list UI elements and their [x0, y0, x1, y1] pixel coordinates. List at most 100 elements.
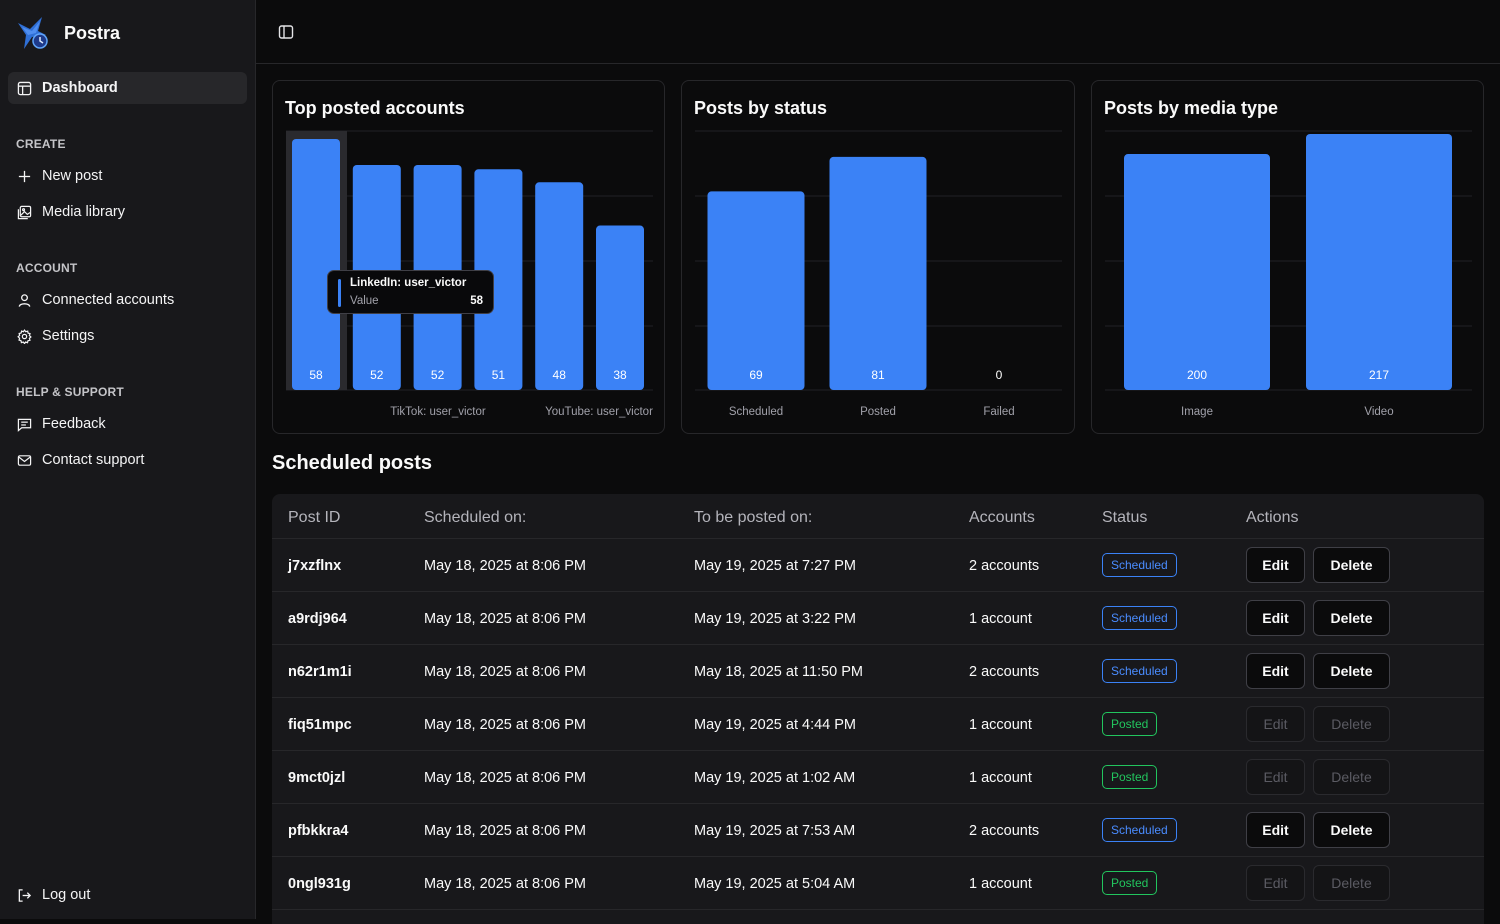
- table-header: Post ID Scheduled on: To be posted on: A…: [272, 494, 1484, 539]
- post-on: May 19, 2025 at 5:04 AM: [694, 876, 856, 892]
- post-id: j7xzflnx: [288, 558, 342, 574]
- delete-button[interactable]: Delete: [1313, 812, 1390, 848]
- post-on: May 18, 2025 at 11:50 PM: [694, 664, 864, 680]
- bar: [292, 139, 340, 390]
- scheduled-on: May 18, 2025 at 8:06 PM: [424, 770, 587, 786]
- top-accounts-chart: 58 52 52 51 48 38 TikTok: user_victor YouTube: …: [286, 130, 653, 418]
- post-on: May 19, 2025 at 4:44 PM: [694, 717, 857, 733]
- bar: [596, 225, 644, 390]
- plus-icon: [18, 170, 31, 182]
- scheduled-on: May 18, 2025 at 8:06 PM: [424, 558, 587, 574]
- table-row: j7xzflnx May 18, 2025 at 8:06 PM May 19, 2…: [272, 539, 1484, 592]
- delete-button[interactable]: Delete: [1313, 547, 1390, 583]
- log-out-icon: [18, 888, 32, 902]
- post-id: pfbkkra4: [288, 823, 349, 839]
- column-header-actions: Actions: [1246, 509, 1299, 526]
- sidebar-item-settings[interactable]: Settings: [8, 320, 247, 352]
- column-header-post-id[interactable]: Post ID: [288, 509, 341, 526]
- column-header-post-on[interactable]: To be posted on:: [694, 509, 813, 526]
- gear-icon: [17, 328, 32, 344]
- bar-value-label: 52: [370, 368, 384, 382]
- edit-button[interactable]: Edit: [1246, 600, 1305, 636]
- sidebar-toggle-icon[interactable]: [278, 24, 294, 40]
- sidebar-item-label: Feedback: [42, 416, 106, 432]
- edit-button[interactable]: Edit: [1246, 653, 1305, 689]
- bar: [535, 182, 584, 390]
- top-bar: [256, 0, 1500, 64]
- posts-by-status-chart: 69 Scheduled 81 Posted 0 Failed: [695, 130, 1062, 418]
- sidebar-item-dashboard[interactable]: Dashboard: [8, 72, 247, 104]
- edit-button[interactable]: Edit: [1246, 547, 1305, 583]
- sidebar-item-log-out[interactable]: Log out: [8, 879, 247, 911]
- sidebar-item-connected-accounts[interactable]: Connected accounts: [8, 284, 247, 316]
- bar: [829, 156, 927, 390]
- accounts-count: 2 accounts: [969, 558, 1040, 574]
- post-on: May 19, 2025 at 7:53 AM: [694, 823, 856, 839]
- x-tick-label: Image: [1181, 406, 1213, 418]
- tooltip-value: 58: [470, 295, 483, 307]
- section-label-account: ACCOUNT: [16, 261, 78, 275]
- delete-button[interactable]: Delete: [1313, 865, 1390, 901]
- post-id: a9rdj964: [288, 611, 347, 627]
- user-icon: [18, 293, 31, 307]
- bar: [474, 169, 523, 390]
- status-badge: Scheduled: [1102, 659, 1177, 683]
- column-header-accounts[interactable]: Accounts: [969, 509, 1035, 526]
- sidebar-item-label: Connected accounts: [42, 292, 175, 308]
- postra-logo-icon: [18, 17, 48, 49]
- status-badge: Scheduled: [1102, 553, 1177, 577]
- tooltip-name: Value: [350, 295, 379, 307]
- status-badge: Posted: [1102, 765, 1158, 789]
- app-name: Postra: [64, 22, 121, 43]
- column-header-status[interactable]: Status: [1102, 509, 1148, 526]
- chart-card-posts-by-media: Posts by media type 200 Image 217 Video: [1091, 80, 1484, 434]
- accounts-count: 1 account: [969, 717, 1032, 733]
- bar: [707, 191, 805, 390]
- post-on: May 19, 2025 at 3:22 PM: [694, 611, 857, 627]
- sidebar-item-new-post[interactable]: New post: [8, 160, 247, 192]
- sidebar-item-media-library[interactable]: Media library: [8, 196, 247, 228]
- delete-button[interactable]: Delete: [1313, 600, 1390, 636]
- mail-icon: [17, 454, 32, 466]
- accounts-count: 1 account: [969, 611, 1032, 627]
- delete-button[interactable]: Delete: [1313, 653, 1390, 689]
- x-tick-label: Video: [1364, 406, 1393, 418]
- x-tick-label: TikTok: user_victor: [390, 406, 486, 418]
- sidebar-item-label: Settings: [42, 328, 95, 344]
- post-on: May 19, 2025 at 1:02 AM: [694, 770, 856, 786]
- bar-value-label: 217: [1369, 368, 1389, 382]
- sidebar-item-contact-support[interactable]: Contact support: [8, 444, 247, 476]
- bar: [1124, 154, 1270, 390]
- chart-card-posts-by-status: Posts by status 69 Scheduled 81 Posted 0 Fail…: [681, 80, 1075, 434]
- sidebar-item-feedback[interactable]: Feedback: [8, 408, 247, 440]
- post-on: May 19, 2025 at 7:27 PM: [694, 558, 857, 574]
- accounts-count: 2 accounts: [969, 664, 1040, 680]
- table-row: n62r1m1i May 18, 2025 at 8:06 PM May 18, 2…: [272, 645, 1484, 698]
- edit-button[interactable]: Edit: [1246, 812, 1305, 848]
- post-id: 9mct0jzl: [288, 770, 346, 786]
- bar-value-label: 52: [431, 368, 445, 382]
- sidebar-item-label: Log out: [42, 887, 91, 903]
- bar-value-label: 69: [749, 368, 763, 382]
- edit-button[interactable]: Edit: [1246, 706, 1305, 742]
- layout-icon: [17, 81, 32, 95]
- sidebar-item-label: Dashboard: [42, 80, 118, 96]
- delete-button[interactable]: Delete: [1313, 759, 1390, 795]
- x-tick-label: Posted: [860, 406, 896, 418]
- bar-value-label: 200: [1187, 368, 1207, 382]
- message-icon: [17, 418, 32, 432]
- bar-value-label: 0: [996, 368, 1003, 382]
- brand[interactable]: Postra: [14, 14, 120, 52]
- scheduled-on: May 18, 2025 at 8:06 PM: [424, 876, 587, 892]
- column-header-scheduled-on[interactable]: Scheduled on:: [424, 509, 527, 526]
- edit-button[interactable]: Edit: [1246, 865, 1305, 901]
- section-label-create: CREATE: [16, 137, 66, 151]
- scheduled-on: May 18, 2025 at 8:06 PM: [424, 717, 587, 733]
- delete-button[interactable]: Delete: [1313, 706, 1390, 742]
- edit-button[interactable]: Edit: [1246, 759, 1305, 795]
- chart-title: Posts by media type: [1104, 98, 1279, 118]
- posts-by-media-chart: 200 Image 217 Video: [1105, 130, 1472, 418]
- chart-title: Posts by status: [694, 98, 828, 118]
- chart-tooltip: LinkedIn: user_victor Value 58: [327, 270, 494, 314]
- bar: [1306, 134, 1452, 390]
